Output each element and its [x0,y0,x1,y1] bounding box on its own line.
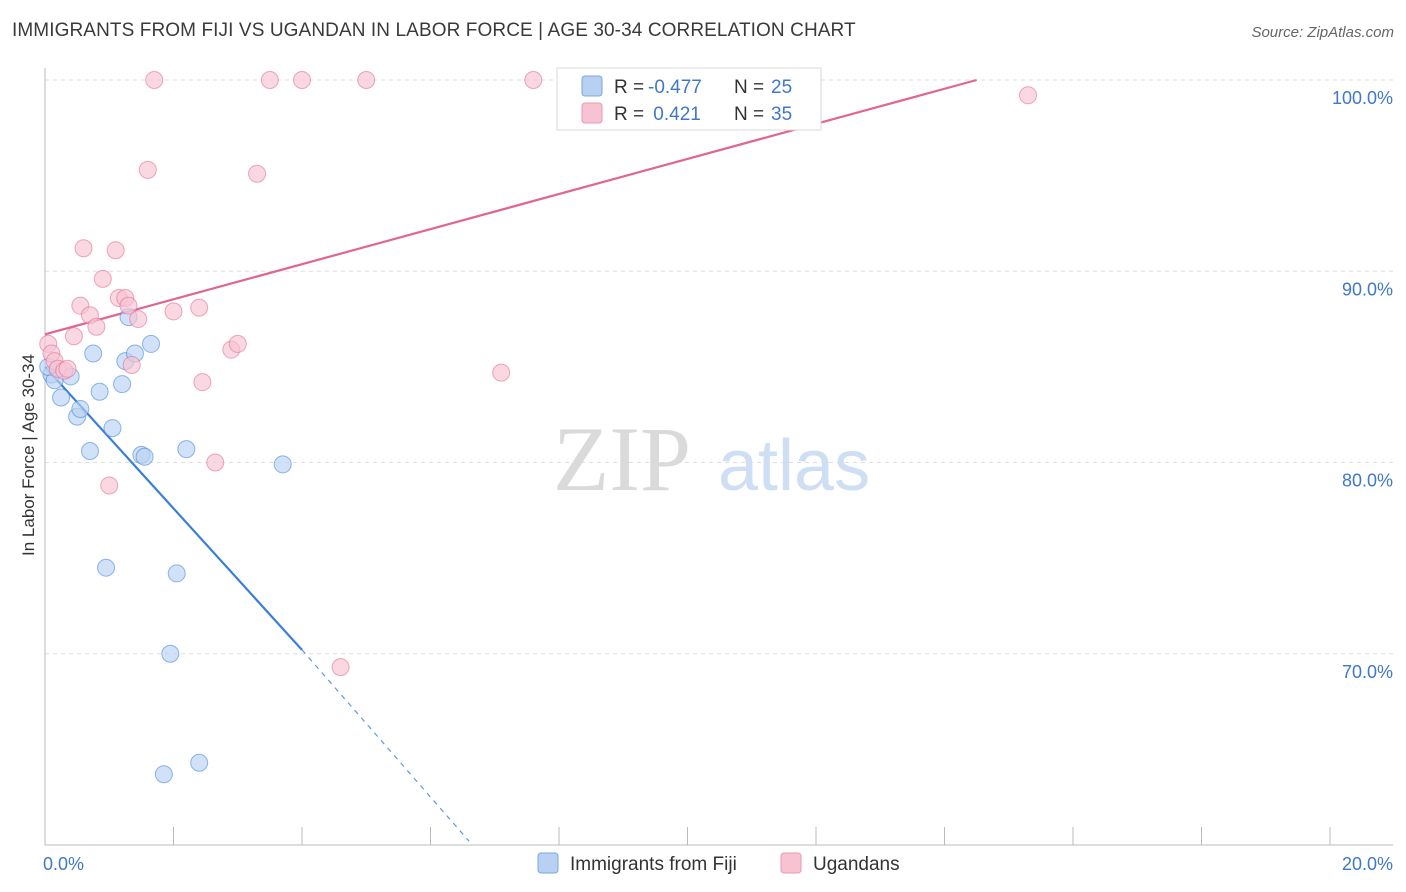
data-point-blue [142,334,161,353]
axes [44,68,1393,846]
legend-swatch-fiji [581,75,603,97]
data-point-blue [167,564,186,583]
data-point-blue [52,388,71,407]
data-point-pink [1019,86,1038,105]
series-legend: Immigrants from Fiji Ugandans [537,852,900,875]
data-point-pink [93,269,112,288]
data-point-blue [154,765,173,784]
watermark: ZIP atlas [553,408,870,510]
data-point-blue [90,382,109,401]
watermark-atlas: atlas [718,426,870,506]
legend-n-value-ugandans: 35 [771,104,792,125]
bottom-legend-swatch-fiji [537,852,559,874]
y-tick-label: 90.0% [1342,279,1393,299]
data-point-blue [113,375,132,394]
data-point-pink [206,453,225,472]
data-point-pink [492,363,511,382]
data-point-pink [100,476,119,495]
legend-r-value-fiji: -0.477 [648,77,702,98]
data-point-blue [80,442,99,461]
data-point-pink [293,71,311,89]
data-points [39,71,1038,784]
data-point-pink [138,160,157,179]
data-point-pink [260,71,279,89]
data-point-blue [161,644,180,663]
source-label: Source: ZipAtlas.com [1251,24,1394,41]
data-point-pink [106,241,125,260]
data-point-pink [190,298,209,317]
data-point-pink [164,302,183,321]
y-axis-label: In Labor Force | Age 30-34 [19,354,38,556]
data-point-blue [84,344,103,363]
legend-n-label-fiji: N = [734,77,764,98]
data-point-pink [129,310,148,329]
data-point-pink [122,355,141,374]
bottom-legend-label-ugandans: Ugandans [813,854,900,875]
trend-line-pink [44,78,977,336]
chart-title: IMMIGRANTS FROM FIJI VS UGANDAN IN LABOR… [12,20,856,41]
y-tick-label: 80.0% [1342,471,1393,491]
x-tick-label-end: 20.0% [1342,854,1393,874]
data-point-pink [228,334,247,353]
bottom-legend-swatch-ugandans [780,852,802,874]
data-point-pink [248,164,267,183]
data-point-pink [331,658,350,677]
correlation-legend: R = -0.477 N = 25 R = 0.421 N = 35 [556,67,822,131]
bottom-legend-label-fiji: Immigrants from Fiji [570,854,737,875]
data-point-blue [135,447,154,466]
watermark-zip: ZIP [553,408,691,510]
data-point-pink [74,239,93,258]
data-point-blue [177,440,196,459]
data-point-pink [524,71,543,89]
data-point-blue [273,455,292,474]
legend-n-label-ugandans: N = [734,104,764,125]
data-point-pink [145,71,164,89]
legend-n-value-fiji: 25 [771,77,792,98]
data-point-pink [357,71,376,89]
legend-swatch-ugandans [581,102,603,124]
data-point-blue [190,753,209,772]
data-point-blue [97,558,116,577]
data-point-pink [193,373,212,392]
data-point-pink [119,296,138,315]
data-point-blue [71,399,90,418]
tick-labels: 70.0% 80.0% 90.0% 100.0% 0.0% 20.0% [43,88,1393,874]
trend-line-extension-blue [301,649,470,842]
data-point-pink [64,327,83,346]
y-tick-label: 100.0% [1332,88,1393,108]
data-point-pink [87,317,106,336]
data-point-pink [58,359,77,378]
data-point-blue [103,419,122,438]
y-tick-label: 70.0% [1342,662,1393,682]
legend-r-value-ugandans: 0.421 [648,104,701,125]
legend-r-label-ugandans: R = [614,104,644,125]
trend-line-blue [44,366,303,651]
legend-r-label-fiji: R = [614,77,644,98]
x-tick-label-start: 0.0% [43,854,84,874]
gridlines [45,79,1393,655]
